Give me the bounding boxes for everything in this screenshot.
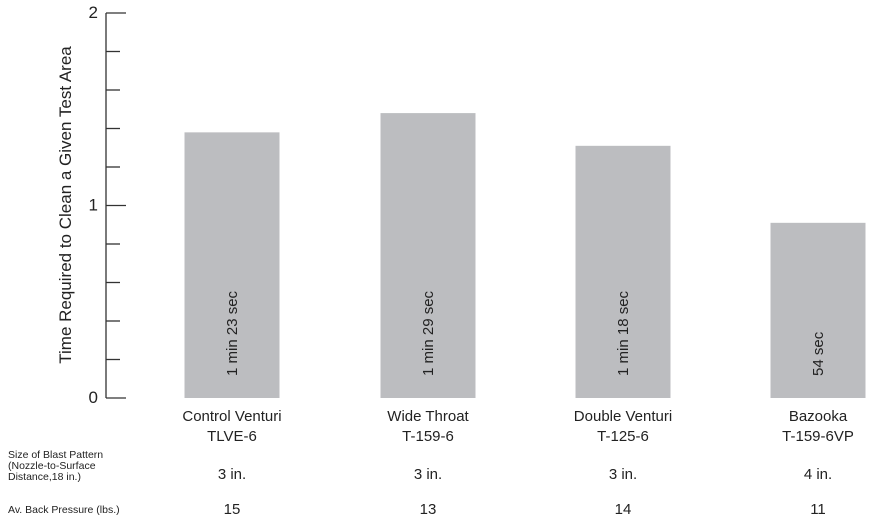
bar-value-label: 1 min 29 sec bbox=[420, 290, 437, 376]
blast-pattern-value: 3 in. bbox=[217, 466, 247, 483]
bar bbox=[184, 132, 280, 398]
x-category-code: T-125-6 bbox=[597, 428, 649, 445]
bar-labels: 1 min 23 sec Control Venturi TLVE-6 1 min 2… bbox=[182, 290, 853, 445]
bar bbox=[770, 222, 866, 398]
row-label-line: Av. Back Pressure (lbs.) bbox=[8, 504, 120, 516]
bars bbox=[184, 113, 866, 398]
bar-value-label: 1 min 18 sec bbox=[615, 290, 632, 376]
bar-value-label: 1 min 23 sec bbox=[224, 290, 241, 376]
y-tick-label: 2 bbox=[89, 3, 98, 22]
x-category-code: TLVE-6 bbox=[207, 428, 257, 445]
row-label-blast-pattern: Size of Blast Pattern (Nozzle-to-Surface… bbox=[8, 450, 103, 483]
y-tick-label: 0 bbox=[89, 388, 98, 407]
back-pressure-value: 15 bbox=[223, 501, 241, 518]
x-category-label: Wide Throat bbox=[387, 408, 469, 425]
x-category-code: T-159-6 bbox=[402, 428, 454, 445]
blast-pattern-value: 3 in. bbox=[608, 466, 638, 483]
x-category-label: Double Venturi bbox=[574, 408, 672, 425]
row-label-line: (Nozzle-to-Surface bbox=[8, 460, 96, 472]
bar-value-label: 54 sec bbox=[810, 331, 827, 376]
bar bbox=[380, 113, 476, 398]
y-tick-label: 1 bbox=[89, 196, 98, 215]
back-pressure-value: 11 bbox=[810, 501, 826, 518]
x-category-label: Control Venturi bbox=[182, 408, 281, 425]
x-category-code: T-159-6VP bbox=[782, 428, 854, 445]
bar bbox=[575, 145, 671, 398]
row-label-line: Distance,18 in.) bbox=[8, 471, 81, 483]
y-axis-title: Time Required to Clean a Given Test Area bbox=[56, 46, 75, 364]
blast-pattern-value: 4 in. bbox=[803, 466, 833, 483]
back-pressure-value: 14 bbox=[614, 501, 632, 518]
x-category-label: Bazooka bbox=[789, 408, 848, 425]
y-axis: 0 1 2 bbox=[89, 3, 126, 407]
blast-pattern-value: 3 in. bbox=[413, 466, 443, 483]
row-label-line: Size of Blast Pattern bbox=[8, 449, 104, 461]
back-pressure-value: 13 bbox=[419, 501, 437, 518]
row-label-back-pressure: Av. Back Pressure (lbs.) bbox=[8, 505, 120, 516]
